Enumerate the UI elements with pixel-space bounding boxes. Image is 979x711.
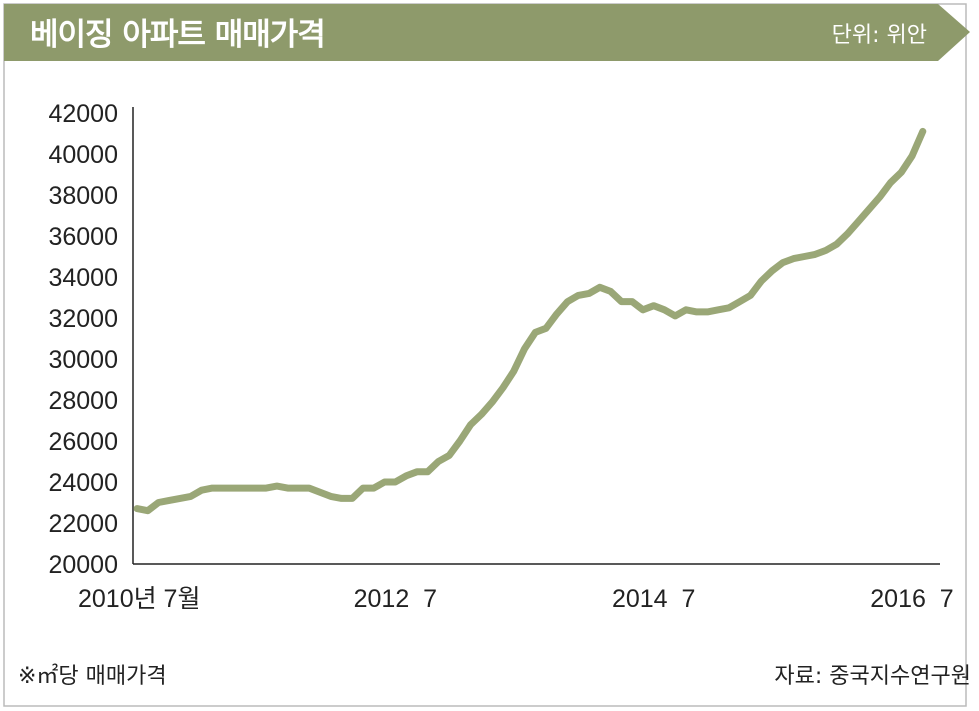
y-tick-label: 24000 <box>48 469 118 497</box>
axes <box>132 107 940 565</box>
y-tick-label: 38000 <box>48 182 118 210</box>
y-tick-label: 26000 <box>48 428 118 456</box>
chart-title: 베이징 아파트 매매가격 <box>30 17 326 53</box>
y-tick-label: 32000 <box>48 305 118 333</box>
y-tick-label: 30000 <box>48 346 118 374</box>
footnote: ※㎡당 매매가격 <box>18 664 167 689</box>
y-tick-label: 20000 <box>48 551 118 579</box>
y-tick-label: 42000 <box>48 100 118 128</box>
x-tick-label: 2014 7 <box>612 585 695 613</box>
series-line-0 <box>133 127 927 515</box>
title-banner <box>4 4 970 61</box>
source-label: 자료: 중국지수연구원 <box>774 664 971 689</box>
y-tick-label: 36000 <box>48 223 118 251</box>
plot-area <box>133 127 927 515</box>
unit-label: 단위: 위안 <box>831 23 927 48</box>
y-tick-label: 22000 <box>48 510 118 538</box>
y-tick-label: 34000 <box>48 264 118 292</box>
x-tick-label: 2016 7 <box>870 585 953 613</box>
x-axis-ticks: 2010년 7월 2012 7 2014 7 2016 7 <box>78 585 954 613</box>
y-tick-label: 40000 <box>48 141 118 169</box>
x-tick-label: 2010년 7월 <box>78 585 200 613</box>
y-tick-label: 28000 <box>48 387 118 415</box>
x-tick-label: 2012 7 <box>354 585 437 613</box>
y-axis-ticks: 42000 40000 38000 36000 34000 32000 30000 28000… <box>48 100 118 579</box>
